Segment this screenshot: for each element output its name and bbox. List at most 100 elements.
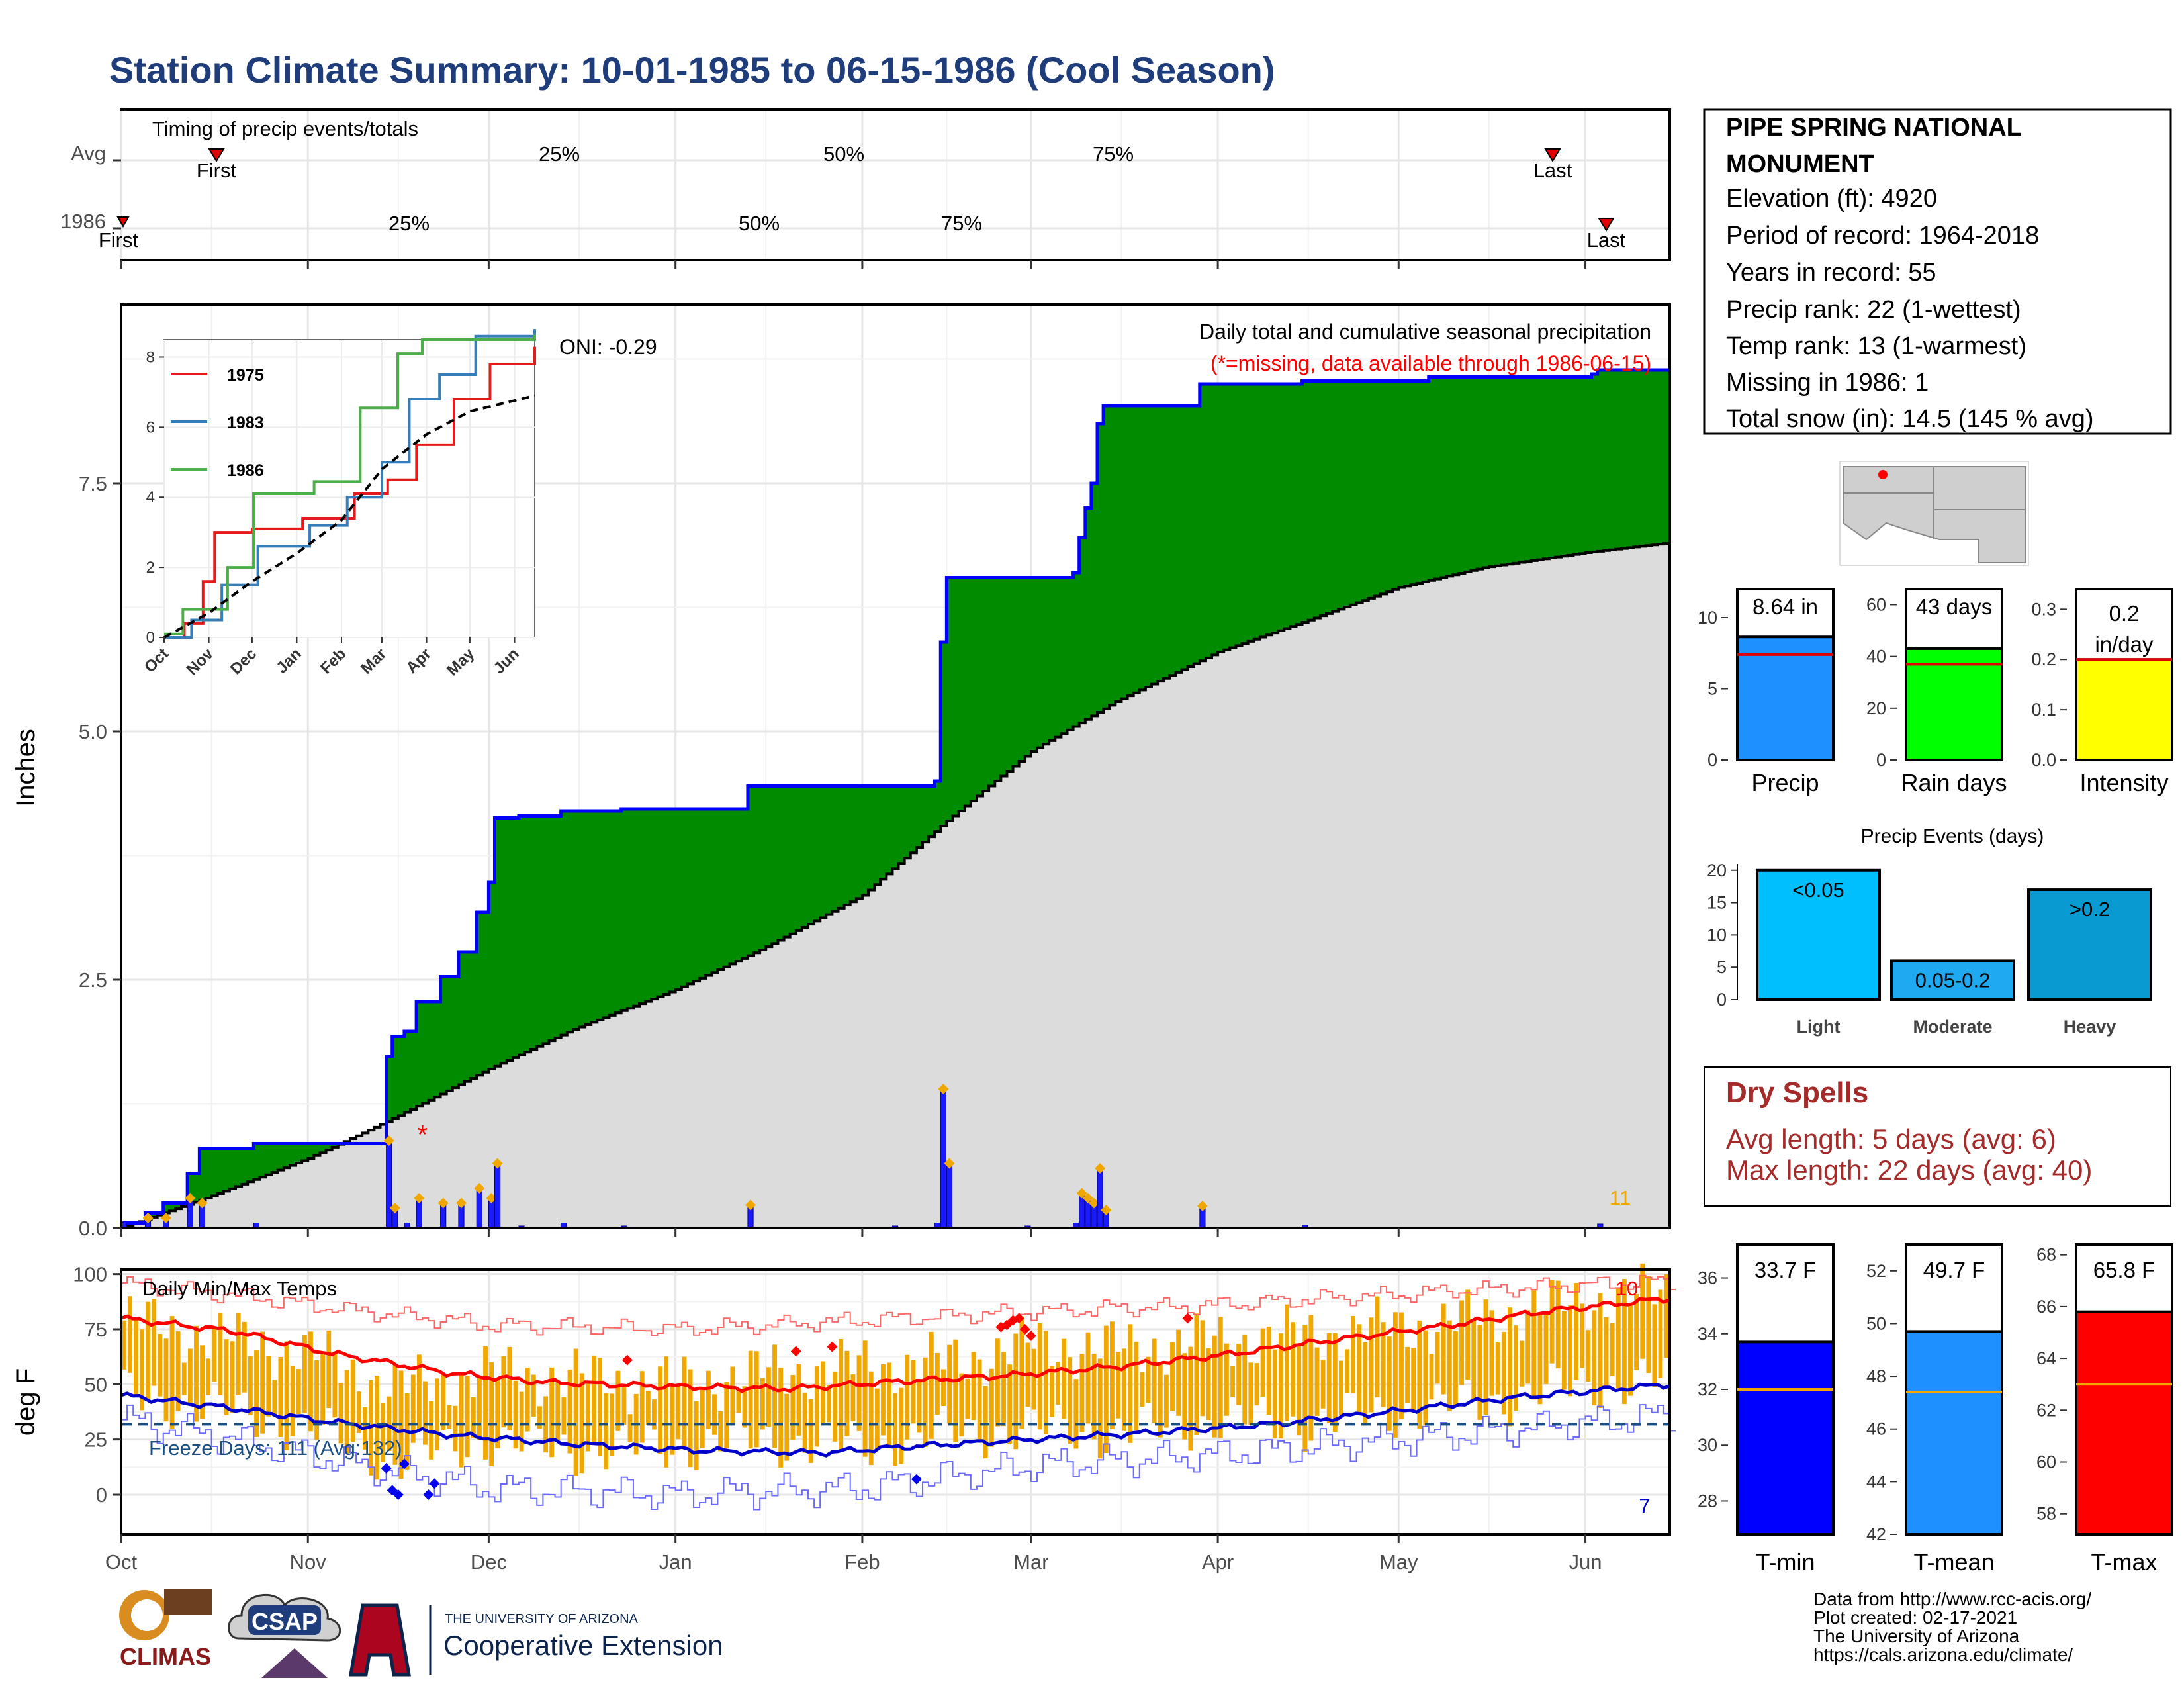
daily-temp-bar — [862, 1340, 868, 1457]
legend-label-1975: 1975 — [227, 366, 264, 385]
daily-temp-bar — [416, 1354, 422, 1431]
daily-temp-bar — [971, 1352, 976, 1421]
daily-temp-bar — [1574, 1283, 1578, 1380]
svg-text:CLIMAS: CLIMAS — [120, 1643, 211, 1670]
temp-ytick: 75 — [85, 1318, 107, 1341]
daily-temp-bar — [290, 1366, 295, 1436]
daily-temp-bar — [1483, 1299, 1488, 1415]
daily-temp-bar — [700, 1389, 705, 1448]
daily-temp-bar — [314, 1360, 319, 1440]
footer-data-source: Data from http://www.rcc-acis.org/ — [1813, 1589, 2091, 1609]
daily-temp-bar — [513, 1380, 518, 1449]
daily-precip-marker — [142, 1213, 154, 1223]
daily-temp-bar — [1507, 1307, 1512, 1427]
daily-temp-bar — [1242, 1334, 1248, 1425]
inset-series-line — [163, 394, 535, 639]
record-min-marker — [423, 1489, 434, 1500]
record-low-line — [121, 1404, 1676, 1511]
avg-75-label: 75% — [1093, 142, 1134, 165]
daily-temp-bar — [621, 1387, 627, 1425]
daily-temp-bar — [923, 1357, 928, 1448]
daily-temp-bar — [1453, 1331, 1458, 1406]
daily-temp-bar — [212, 1327, 217, 1382]
daily-temp-bar — [658, 1366, 662, 1454]
daily-temp-bar — [639, 1371, 645, 1443]
record-min-marker — [392, 1489, 404, 1500]
inset-ytick: 6 — [146, 418, 155, 436]
cumulative-1986-line — [121, 368, 1670, 1225]
record-max-marker — [1025, 1331, 1036, 1341]
daily-temp-bar — [917, 1380, 922, 1433]
daily-temp-bar — [1501, 1331, 1506, 1415]
temp-bar-ytick: 68 — [2036, 1245, 2056, 1265]
daily-temp-bar — [410, 1374, 416, 1443]
daily-temp-bar — [1302, 1325, 1308, 1452]
daily-temp-bar — [598, 1358, 602, 1457]
daily-temp-bar — [778, 1368, 784, 1468]
daily-temp-bar — [736, 1389, 741, 1413]
daily-temp-bar — [320, 1354, 326, 1425]
mini-bar-ytick: 0 — [1876, 750, 1886, 770]
daily-temp-bar — [682, 1356, 687, 1446]
daily-temp-bar — [820, 1361, 825, 1423]
daily-temp-bar — [567, 1369, 572, 1454]
daily-temp-bar — [1423, 1330, 1428, 1425]
daily-temp-bar — [175, 1331, 181, 1411]
temp-bar-ytick: 66 — [2036, 1297, 2056, 1317]
daily-temp-bar — [784, 1393, 790, 1461]
daily-temp-bar — [688, 1369, 693, 1468]
daily-temp-bar — [278, 1357, 283, 1437]
temp-bar-label: T-min — [1756, 1548, 1815, 1575]
daily-temp-bar — [1561, 1311, 1567, 1390]
daily-temp-bar — [1537, 1312, 1543, 1405]
temp-bar-ytick: 44 — [1866, 1472, 1886, 1491]
daily-temp-bar — [187, 1348, 193, 1404]
record-min-marker — [429, 1478, 440, 1489]
daily-precip-marker — [1089, 1197, 1100, 1209]
daily-temp-bar — [1278, 1333, 1283, 1438]
mini-bar-unit: in/day — [2095, 632, 2154, 657]
daily-temp-bar — [1248, 1362, 1253, 1425]
daily-precip-marker — [1095, 1163, 1106, 1174]
record-max-marker — [827, 1341, 838, 1352]
avg-first-label: First — [197, 159, 237, 182]
mini-bar-value: 0.2 — [2109, 601, 2140, 626]
daily-temp-bar — [1580, 1303, 1585, 1368]
events-bar-label: Moderate — [1913, 1017, 1992, 1037]
events-bar-text: >0.2 — [2070, 898, 2110, 921]
temp-ytick: 100 — [73, 1263, 107, 1286]
mini-bar-ytick: 20 — [1866, 698, 1886, 718]
daily-temp-bar — [1598, 1293, 1603, 1408]
x-tick-label: Feb — [844, 1550, 880, 1573]
temp-bar-ytick: 30 — [1698, 1435, 1717, 1455]
daily-temp-bar — [887, 1362, 891, 1446]
temp-min-count: 7 — [1639, 1494, 1650, 1517]
daily-precip-marker — [492, 1158, 503, 1169]
daily-temp-bar — [194, 1325, 199, 1422]
events-ytick: 10 — [1707, 925, 1727, 945]
daily-temp-bar — [712, 1394, 717, 1435]
daily-temp-bar — [1266, 1326, 1271, 1415]
years-in-record: Years in record: 55 — [1726, 259, 1936, 287]
daily-precip-bar — [386, 1140, 392, 1229]
y86-25-label: 25% — [388, 212, 430, 235]
daily-temp-bar — [1399, 1312, 1404, 1420]
daily-temp-bar — [248, 1356, 253, 1415]
daily-precip-marker — [185, 1193, 196, 1203]
daily-temp-bar — [1477, 1325, 1482, 1420]
daily-temp-bar — [465, 1376, 470, 1458]
daily-precip-marker — [1101, 1205, 1112, 1215]
daily-temp-bar — [839, 1338, 844, 1451]
temp-ylabel: deg F — [11, 1368, 40, 1436]
daily-temp-bar — [1604, 1317, 1609, 1389]
daily-temp-bar — [302, 1335, 307, 1413]
daily-temp-bar — [1110, 1321, 1115, 1429]
daily-temp-bar — [874, 1388, 880, 1449]
daily-precip-marker — [745, 1199, 756, 1211]
station-name-1: PIPE SPRING NATIONAL — [1726, 114, 2022, 142]
daily-temp-bar — [477, 1376, 482, 1440]
y86-last-label: Last — [1587, 228, 1626, 252]
daily-temp-bar — [140, 1329, 144, 1411]
daily-temp-bar — [1091, 1353, 1097, 1440]
daily-temp-bar — [934, 1352, 940, 1415]
